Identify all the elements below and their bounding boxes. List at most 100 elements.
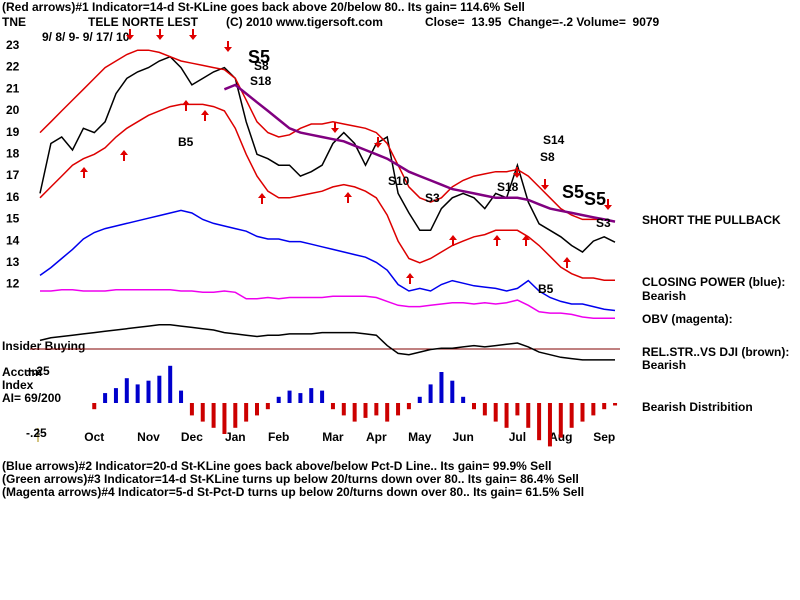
accum-bar bbox=[309, 388, 314, 403]
x-tick-label: Mar bbox=[322, 430, 344, 444]
accum-bar bbox=[298, 393, 303, 403]
copyright: (C) 2010 www.tigersoft.com bbox=[226, 15, 383, 29]
buy-arrow bbox=[493, 235, 501, 246]
buy-arrow bbox=[258, 193, 266, 204]
buy-arrow bbox=[344, 192, 352, 203]
company-name: TELE NORTE LEST bbox=[88, 15, 199, 29]
label: Bearish bbox=[642, 358, 686, 372]
buy-arrow bbox=[80, 167, 88, 178]
accum-bar bbox=[417, 396, 422, 403]
label: Bearish bbox=[642, 289, 686, 303]
series-line bbox=[40, 288, 615, 320]
label: OBV (magenta): bbox=[642, 312, 733, 326]
sell-arrow bbox=[126, 29, 134, 40]
x-tick-label: May bbox=[408, 430, 432, 444]
series-line bbox=[39, 209, 616, 312]
accum-bar bbox=[515, 403, 520, 416]
header-line: (Red arrows)#1 Indicator=14-d St-KLine g… bbox=[2, 0, 525, 14]
sell-arrow bbox=[189, 29, 197, 40]
x-tick-label: Nov bbox=[137, 430, 160, 444]
y-tick-label: 17 bbox=[6, 168, 20, 182]
footer-line: (Green arrows)#3 Indicator=14-d St-KLine… bbox=[2, 472, 579, 486]
accum-bar bbox=[103, 393, 108, 403]
y-tick-label: 23 bbox=[6, 38, 20, 52]
accum-bar bbox=[330, 403, 335, 410]
label: AI= 69/200 bbox=[2, 391, 61, 405]
accum-bar bbox=[146, 380, 151, 403]
accum-bar bbox=[157, 375, 162, 403]
sell-arrow bbox=[224, 41, 232, 52]
accum-bar bbox=[461, 396, 466, 403]
accum-bar bbox=[222, 403, 227, 434]
signal-label: S8 bbox=[254, 59, 269, 73]
accum-bar bbox=[558, 403, 563, 438]
y-tick-label: 22 bbox=[6, 60, 20, 74]
accum-bar bbox=[396, 403, 401, 416]
footer-line: (Magenta arrows)#4 Indicator=5-d St-Pct-… bbox=[2, 485, 584, 499]
accum-bar bbox=[179, 390, 184, 403]
accum-bar bbox=[320, 390, 325, 403]
x-tick-label: Jun bbox=[452, 430, 473, 444]
accum-bar bbox=[374, 403, 379, 416]
accum-bar bbox=[406, 403, 411, 410]
accum-bar bbox=[428, 384, 433, 403]
x-tick-label: Apr bbox=[366, 430, 387, 444]
label: Insider Buying bbox=[2, 339, 85, 353]
x-tick-label: Feb bbox=[268, 430, 289, 444]
signal-label: S8 bbox=[540, 150, 555, 164]
signal-label: S5 bbox=[248, 47, 270, 67]
accum-bar bbox=[135, 384, 140, 403]
accum-bar bbox=[482, 403, 487, 416]
accum-bar bbox=[537, 403, 542, 441]
label: Bearish Distribition bbox=[642, 400, 753, 414]
series-line bbox=[223, 83, 616, 223]
buy-arrow bbox=[522, 235, 530, 246]
y-tick-label: 18 bbox=[6, 147, 20, 161]
accum-bar bbox=[547, 403, 552, 447]
x-tick-label: Jul bbox=[509, 430, 526, 444]
y-tick-label: 14 bbox=[6, 233, 20, 247]
accum-bar bbox=[385, 403, 390, 422]
x-tick-label: Oct bbox=[84, 430, 104, 444]
accum-bar bbox=[265, 403, 270, 410]
accum-bar bbox=[200, 403, 205, 422]
accum-bar bbox=[287, 390, 292, 403]
buy-arrow bbox=[182, 100, 190, 111]
y-tick-label: 19 bbox=[6, 125, 20, 139]
accum-bar bbox=[504, 403, 509, 428]
x-tick-label: Sep bbox=[593, 430, 615, 444]
sell-arrow bbox=[331, 122, 339, 133]
series-line bbox=[39, 324, 615, 361]
y-tick-label: 16 bbox=[6, 190, 20, 204]
x-tick-label: Jan bbox=[225, 430, 246, 444]
sell-arrow bbox=[156, 29, 164, 40]
date-range: 9/ 8/ 9- 9/ 17/ 10 bbox=[42, 30, 130, 44]
signal-label: S10 bbox=[388, 174, 410, 188]
accum-bar bbox=[602, 403, 607, 410]
signal-label: S5 bbox=[562, 182, 584, 202]
series-line bbox=[39, 49, 616, 223]
buy-arrow bbox=[563, 257, 571, 268]
signal-label: B5 bbox=[538, 282, 554, 296]
y-tick-label: 13 bbox=[6, 255, 20, 269]
accum-bar bbox=[255, 403, 259, 416]
sell-arrow bbox=[604, 199, 612, 210]
sell-arrow bbox=[374, 137, 382, 148]
label: REL.STR..VS DJI (brown): bbox=[642, 345, 789, 359]
accum-bar bbox=[363, 403, 368, 418]
y-tick-label: 20 bbox=[6, 103, 20, 117]
accum-bar bbox=[613, 403, 618, 406]
signal-label: S18 bbox=[250, 74, 272, 88]
signal-label: B5 bbox=[178, 135, 194, 149]
x-tick-label: Dec bbox=[181, 430, 203, 444]
accum-bar bbox=[211, 403, 216, 428]
accum-bar bbox=[276, 396, 281, 403]
accum-bar bbox=[439, 372, 444, 403]
signal-label: S18 bbox=[497, 180, 519, 194]
accum-bar bbox=[569, 403, 574, 428]
signal-label: S3 bbox=[596, 216, 611, 230]
accum-bar bbox=[580, 403, 585, 422]
accum-bar bbox=[341, 403, 346, 416]
accum-bar bbox=[168, 365, 173, 403]
